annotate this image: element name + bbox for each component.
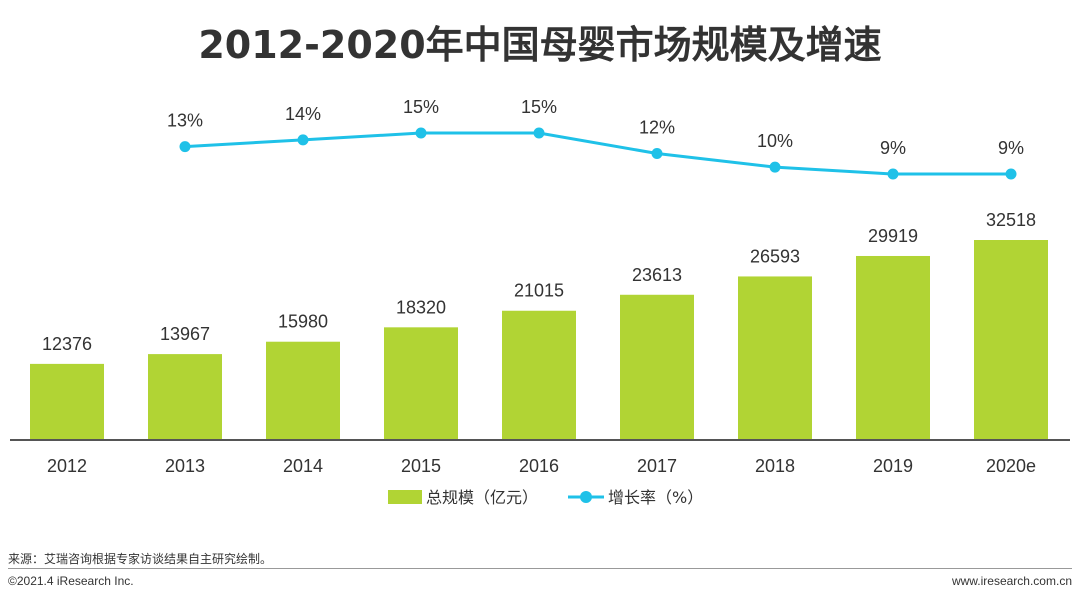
x-tick-label-2020e: 2020e <box>986 456 1036 476</box>
growth-label-2017: 12% <box>639 118 675 138</box>
x-tick-label-2013: 2013 <box>165 456 205 476</box>
x-tick-label-2019: 2019 <box>873 456 913 476</box>
growth-point-2020e <box>1005 168 1017 180</box>
source-note: 来源：艾瑞咨询根据专家访谈结果自主研究绘制。 <box>8 552 273 566</box>
bar-2016 <box>502 310 576 440</box>
x-tick-label-2016: 2016 <box>519 456 559 476</box>
growth-label-2018: 10% <box>757 131 793 151</box>
legend-line-label: 增长率（%） <box>608 488 703 507</box>
growth-point-2015 <box>415 127 427 139</box>
footer-divider <box>8 568 1072 569</box>
growth-label-2019: 9% <box>880 138 906 158</box>
chart: 12376 2012 13967 2013 15980 2014 18320 2015 2101… <box>10 97 1070 507</box>
bar-value-label-2019: 29919 <box>868 226 918 246</box>
website-link: www.iresearch.com.cn <box>951 574 1072 588</box>
legend: 总规模（亿元） 增长率（%） <box>388 488 703 507</box>
x-tick-label-2015: 2015 <box>401 456 441 476</box>
label-layer: 12376 2012 13967 2013 15980 2014 18320 2015 2101… <box>42 97 1036 476</box>
bar-value-label-2014: 15980 <box>278 312 328 332</box>
legend-bar-label: 总规模（亿元） <box>426 488 538 507</box>
growth-label-2013: 13% <box>167 111 203 131</box>
bar-value-label-2016: 21015 <box>514 281 564 301</box>
bar-value-label-2020e: 32518 <box>986 210 1036 230</box>
bar-2013 <box>148 354 222 440</box>
bars-layer <box>30 240 1048 440</box>
growth-point-2016 <box>533 127 545 139</box>
growth-point-2014 <box>297 134 309 146</box>
legend-bar-swatch <box>388 490 422 504</box>
x-tick-label-2018: 2018 <box>755 456 795 476</box>
bar-value-label-2017: 23613 <box>632 265 682 285</box>
bar-value-label-2013: 13967 <box>160 324 210 344</box>
bar-2019 <box>856 255 930 440</box>
growth-label-2015: 15% <box>403 97 439 117</box>
legend-line-marker <box>580 491 592 503</box>
x-tick-label-2014: 2014 <box>283 456 323 476</box>
line-layer <box>179 127 1017 180</box>
growth-point-2018 <box>769 161 781 173</box>
growth-point-2019 <box>887 168 899 180</box>
bar-2020e <box>974 240 1048 440</box>
x-tick-label-2017: 2017 <box>637 456 677 476</box>
bar-value-label-2018: 26593 <box>750 246 800 266</box>
copyright: ©2021.4 iResearch Inc. <box>8 574 134 588</box>
bar-value-label-2015: 18320 <box>396 297 446 317</box>
x-tick-label-2012: 2012 <box>47 456 87 476</box>
bar-2014 <box>266 341 340 440</box>
bar-value-label-2012: 12376 <box>42 334 92 354</box>
chart-title: 2012-2020年中国母婴市场规模及增速 <box>198 23 882 67</box>
bar-2015 <box>384 327 458 440</box>
growth-rate-line <box>184 131 1011 176</box>
bar-2018 <box>738 276 812 440</box>
growth-label-2020e: 9% <box>998 138 1024 158</box>
bar-2017 <box>620 294 694 440</box>
growth-label-2016: 15% <box>521 97 557 117</box>
growth-point-2013 <box>179 141 191 153</box>
bar-2012 <box>30 363 104 440</box>
growth-point-2017 <box>651 148 663 159</box>
growth-label-2014: 14% <box>285 104 321 124</box>
